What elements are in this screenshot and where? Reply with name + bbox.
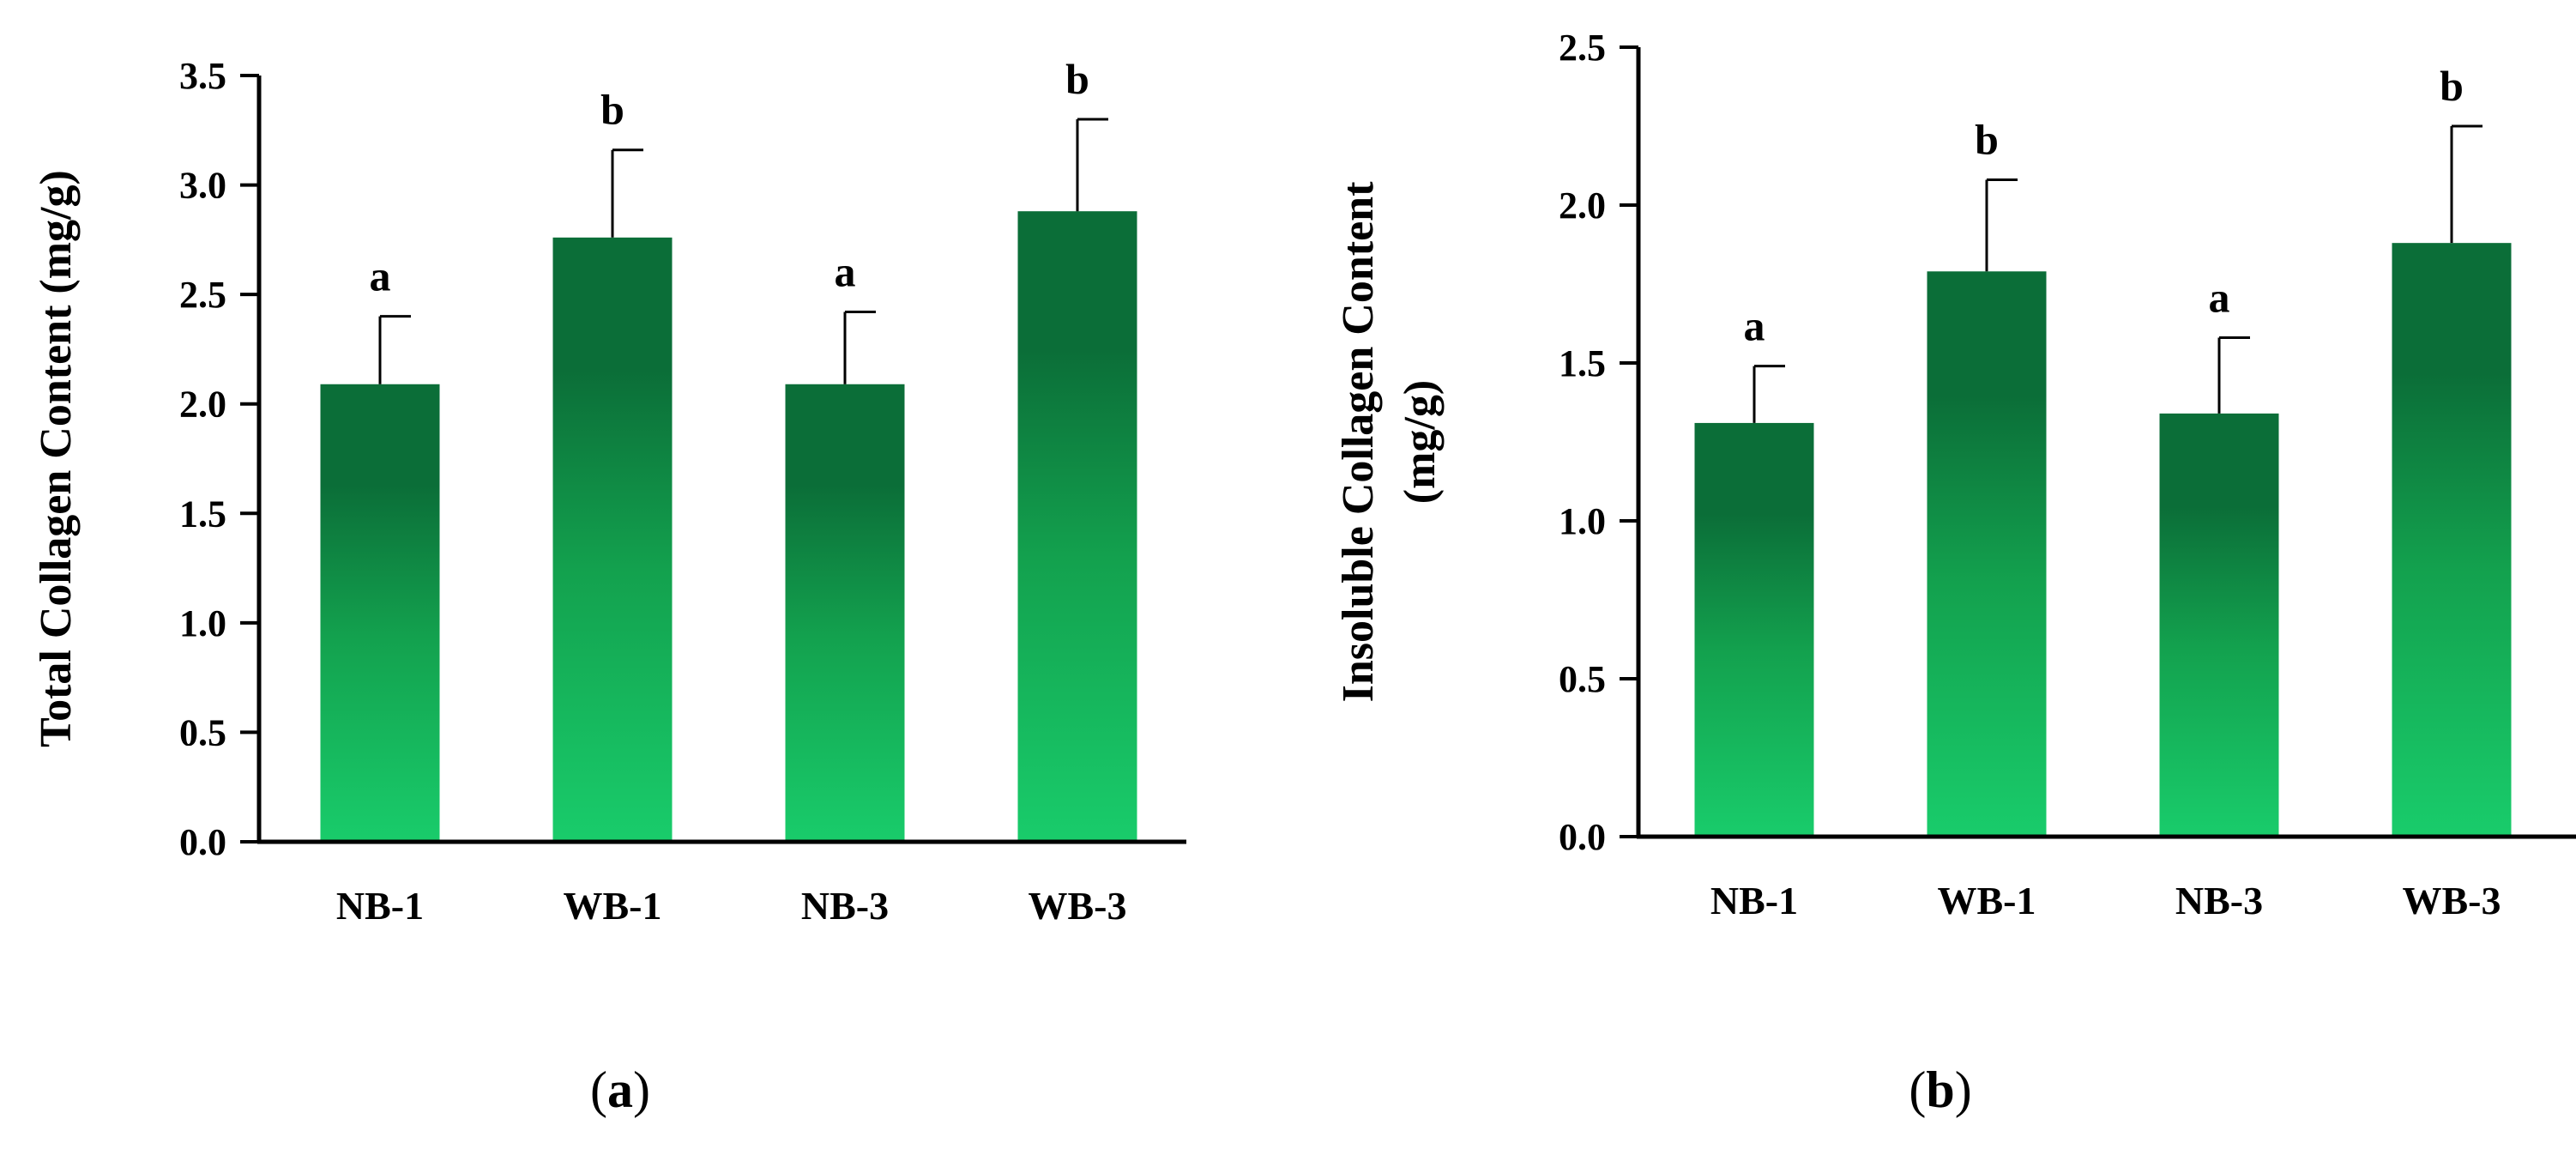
y-axis-title-line: (mg/g): [1396, 380, 1445, 504]
x-tick-label-wb-3: WB-3: [2403, 879, 2501, 922]
y-tick-label: 1.5: [1559, 342, 1606, 384]
y-axis-title-line: Insoluble Collagen Content: [1334, 181, 1383, 702]
chart-panel-a: a NB-1 b WB-1 a NB-3 b WB-3 0.0 0.5 1.0 1.5 2.0 2.5 3.…: [32, 55, 1186, 1118]
y-tick-label: 0.0: [179, 821, 226, 863]
y-tick-label: 0.5: [179, 711, 226, 753]
x-tick-label-nb-3: NB-3: [801, 884, 889, 928]
panel-label: (a): [590, 1061, 650, 1118]
bar-nb-3: [2159, 413, 2279, 837]
bar-wb-1: [1927, 271, 2047, 837]
y-axis-title: Total Collagen Content (mg/g): [32, 170, 81, 747]
significance-label-wb-3: b: [2440, 62, 2464, 110]
y-tick-label: 1.0: [1559, 500, 1606, 542]
y-tick-label: 3.5: [179, 55, 226, 97]
y-tick-label: 2.0: [179, 384, 226, 426]
y-tick-label: 2.5: [179, 274, 226, 316]
chart-panel-b: a NB-1 b WB-1 a NB-3 b WB-3 0.0 0.5 1.0 1.5 2.0 2.5 In…: [1334, 27, 2576, 1118]
y-axis-title-line: Total Collagen Content (mg/g): [32, 170, 81, 747]
y-tick-label: 0.0: [1559, 816, 1606, 858]
significance-label-wb-3: b: [1065, 55, 1089, 103]
significance-label-nb-1: a: [370, 252, 391, 300]
significance-label-nb-1: a: [1744, 302, 1765, 350]
bar-wb-3: [2392, 243, 2512, 837]
x-tick-label-wb-1: WB-1: [1938, 879, 2036, 922]
y-tick-label: 2.0: [1559, 184, 1606, 227]
x-tick-label-wb-1: WB-1: [564, 884, 662, 928]
x-tick-label-nb-3: NB-3: [2175, 879, 2263, 922]
x-tick-label-wb-3: WB-3: [1029, 884, 1127, 928]
significance-label-wb-1: b: [600, 86, 624, 134]
panel-label: (b): [1909, 1061, 1971, 1118]
x-tick-label-nb-1: NB-1: [1710, 879, 1798, 922]
bar-nb-3: [785, 384, 905, 842]
significance-label-nb-3: a: [2209, 274, 2230, 322]
bar-wb-1: [552, 237, 673, 842]
y-tick-label: 2.5: [1559, 27, 1606, 69]
y-tick-label: 3.0: [179, 165, 226, 207]
significance-label-nb-3: a: [835, 248, 856, 296]
bar-nb-1: [1694, 422, 1814, 837]
x-tick-label-nb-1: NB-1: [336, 884, 424, 928]
bar-wb-3: [1017, 211, 1137, 842]
significance-label-wb-1: b: [1975, 116, 1999, 164]
bar-nb-1: [320, 384, 440, 842]
y-tick-label: 1.0: [179, 602, 226, 644]
y-tick-label: 1.5: [179, 493, 226, 535]
y-axis-title: Insoluble Collagen Content (mg/g): [1334, 181, 1445, 702]
y-tick-label: 0.5: [1559, 658, 1606, 700]
